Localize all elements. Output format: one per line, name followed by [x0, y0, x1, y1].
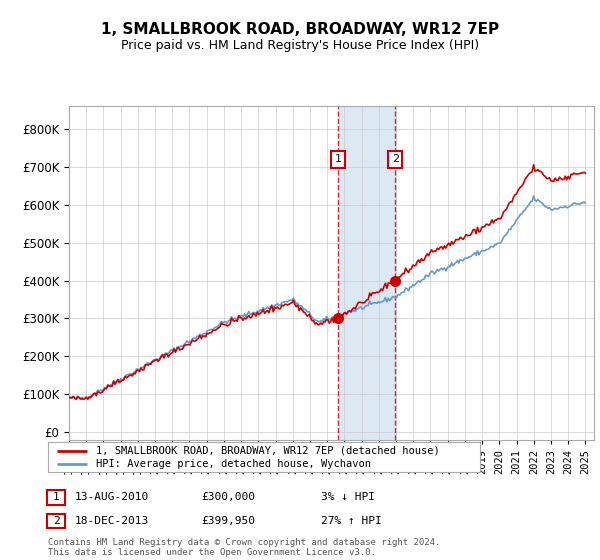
Bar — [338, 106, 395, 440]
Text: 18-DEC-2013: 18-DEC-2013 — [75, 516, 149, 526]
Text: 1, SMALLBROOK ROAD, BROADWAY, WR12 7EP (detached house): 1, SMALLBROOK ROAD, BROADWAY, WR12 7EP (… — [95, 446, 439, 455]
Text: 13-AUG-2010: 13-AUG-2010 — [75, 492, 149, 502]
Text: 27% ↑ HPI: 27% ↑ HPI — [321, 516, 382, 526]
Text: 1: 1 — [53, 492, 60, 502]
Text: £300,000: £300,000 — [201, 492, 255, 502]
Text: HPI: Average price, detached house, Wychavon: HPI: Average price, detached house, Wych… — [95, 459, 371, 469]
Text: 2: 2 — [53, 516, 60, 526]
Text: £399,950: £399,950 — [201, 516, 255, 526]
Text: 2: 2 — [392, 155, 399, 165]
Text: Price paid vs. HM Land Registry's House Price Index (HPI): Price paid vs. HM Land Registry's House … — [121, 39, 479, 52]
Text: 1: 1 — [334, 155, 341, 165]
Text: Contains HM Land Registry data © Crown copyright and database right 2024.
This d: Contains HM Land Registry data © Crown c… — [48, 538, 440, 557]
Text: 1, SMALLBROOK ROAD, BROADWAY, WR12 7EP: 1, SMALLBROOK ROAD, BROADWAY, WR12 7EP — [101, 22, 499, 38]
Text: 3% ↓ HPI: 3% ↓ HPI — [321, 492, 375, 502]
